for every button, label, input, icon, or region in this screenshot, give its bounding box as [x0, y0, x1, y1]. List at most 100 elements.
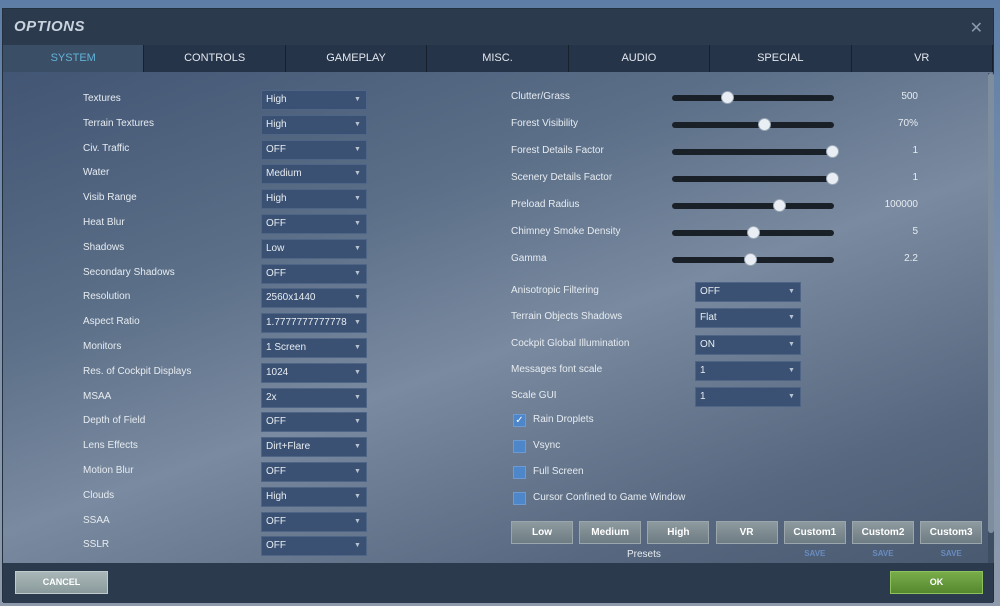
dropdown[interactable]: OFF ▼ — [261, 412, 367, 433]
cancel-button[interactable]: CANCEL — [15, 571, 108, 594]
preset-custom3-button[interactable]: Custom3 — [920, 521, 983, 544]
save-custom2-link[interactable]: SAVE — [872, 549, 894, 558]
tab-misc[interactable]: MISC. — [427, 45, 569, 72]
dropdown[interactable]: OFF ▼ — [261, 536, 367, 557]
slider-track[interactable] — [672, 118, 834, 131]
dropdown[interactable]: High ▼ — [261, 90, 367, 110]
setting-row: Shadows Low ▼ — [83, 238, 368, 259]
setting-row: Cockpit Global Illumination ON ▼ — [511, 334, 801, 355]
setting-label: Secondary Shadows — [83, 266, 175, 278]
checkbox-label: Rain Droplets — [533, 414, 594, 425]
checkbox[interactable] — [513, 492, 526, 505]
dropdown[interactable]: 2560x1440 ▼ — [261, 288, 367, 309]
setting-label: Terrain Textures — [83, 117, 154, 129]
slider-row: Gamma 2.2 — [511, 250, 921, 270]
title-bar: OPTIONS ✕ — [3, 9, 993, 45]
save-custom1-link[interactable]: SAVE — [804, 549, 826, 558]
dropdown-value: OFF — [266, 540, 286, 552]
dropdown[interactable]: 1 Screen ▼ — [261, 338, 367, 358]
dropdown[interactable]: OFF ▼ — [261, 214, 367, 234]
close-icon[interactable]: ✕ — [969, 20, 983, 37]
tab-controls[interactable]: CONTROLS — [144, 45, 286, 72]
slider-label: Scenery Details Factor — [511, 172, 613, 183]
checkbox[interactable] — [513, 440, 526, 453]
dropdown[interactable]: 1024 ▼ — [261, 362, 367, 383]
setting-label: Shadows — [83, 241, 125, 253]
chevron-down-icon: ▼ — [354, 368, 361, 376]
dropdown[interactable]: High ▼ — [261, 114, 367, 135]
dropdown[interactable]: OFF ▼ — [261, 139, 367, 160]
slider-value: 1 — [912, 172, 918, 183]
dropdown[interactable]: High ▼ — [261, 189, 367, 210]
slider-track[interactable] — [672, 145, 840, 158]
setting-row: Depth of Field OFF ▼ — [83, 412, 368, 433]
setting-label: SSLR — [83, 539, 110, 551]
tab-audio[interactable]: AUDIO — [569, 45, 711, 72]
dropdown[interactable]: 2x ▼ — [261, 387, 367, 408]
dropdown[interactable]: OFF ▼ — [261, 462, 367, 482]
ok-button[interactable]: OK — [890, 571, 983, 594]
slider-track[interactable] — [672, 172, 840, 185]
chevron-down-icon: ▼ — [354, 418, 361, 426]
dropdown[interactable]: Medium ▼ — [261, 164, 367, 185]
slider-handle[interactable] — [721, 91, 735, 104]
checkbox-label: Vsync — [533, 440, 561, 451]
scrollbar-thumb[interactable] — [988, 73, 994, 533]
setting-row: Lens Effects Dirt+Flare ▼ — [83, 437, 368, 458]
slider-handle[interactable] — [826, 172, 840, 185]
dropdown-value: High — [266, 490, 287, 502]
slider-value: 500 — [901, 91, 918, 102]
setting-row: Monitors 1 Screen ▼ — [83, 338, 368, 358]
slider-handle[interactable] — [743, 253, 757, 266]
dropdown[interactable]: Dirt+Flare ▼ — [261, 437, 367, 458]
dropdown-value: OFF — [266, 143, 286, 155]
window-title: OPTIONS — [14, 18, 86, 35]
tab-gameplay[interactable]: GAMEPLAY — [286, 45, 428, 72]
chevron-down-icon: ▼ — [354, 492, 361, 500]
dropdown[interactable]: OFF ▼ — [695, 282, 801, 302]
dropdown[interactable]: 1 ▼ — [695, 360, 801, 381]
dropdown[interactable]: OFF ▼ — [261, 263, 367, 284]
dropdown[interactable]: OFF ▼ — [261, 511, 367, 532]
dropdown[interactable]: ON ▼ — [695, 334, 801, 355]
tab-special[interactable]: SPECIAL — [710, 45, 852, 72]
checkbox[interactable] — [513, 466, 526, 479]
slider-track[interactable] — [672, 226, 834, 239]
slider-row: Clutter/Grass 500 — [511, 88, 921, 108]
tab-vr[interactable]: VR — [852, 45, 993, 72]
preset-custom2-button[interactable]: Custom2 — [852, 521, 914, 544]
checkbox-label: Full Screen — [533, 466, 584, 477]
slider-track[interactable] — [672, 91, 834, 104]
scrollbar[interactable] — [988, 73, 994, 563]
slider-label: Preload Radius — [511, 199, 580, 210]
setting-label: SSAA — [83, 514, 110, 526]
dropdown[interactable]: High ▼ — [261, 486, 367, 507]
slider-handle[interactable] — [747, 226, 760, 239]
slider-handle[interactable] — [826, 145, 840, 158]
options-window: OPTIONS ✕ SYSTEM CONTROLS GAMEPLAY MISC. AUD… — [2, 8, 994, 603]
tab-system[interactable]: SYSTEM — [3, 45, 145, 72]
preset-medium-button[interactable]: Medium — [579, 521, 642, 544]
preset-vr-button[interactable]: VR — [715, 521, 778, 544]
slider-track[interactable] — [672, 253, 834, 266]
preset-custom1-button[interactable]: Custom1 — [783, 521, 846, 544]
slider-track[interactable] — [672, 199, 834, 212]
dropdown[interactable]: 1 ▼ — [695, 387, 801, 408]
dropdown[interactable]: 1.7777777777778 ▼ — [261, 313, 367, 334]
chevron-down-icon: ▼ — [354, 170, 361, 178]
preset-low-button[interactable]: Low — [511, 521, 573, 544]
save-custom3-link[interactable]: SAVE — [940, 549, 962, 558]
slider-value: 2.2 — [904, 253, 918, 264]
slider-handle[interactable] — [758, 118, 772, 131]
setting-label: Civ. Traffic — [83, 142, 130, 154]
setting-row: Textures High ▼ — [83, 90, 368, 110]
checkbox[interactable]: ✓ — [513, 414, 526, 427]
dropdown[interactable]: Low ▼ — [261, 238, 367, 259]
preset-high-button[interactable]: High — [647, 521, 710, 544]
setting-row: SSAA OFF ▼ — [83, 511, 368, 532]
dropdown[interactable]: Flat ▼ — [695, 308, 801, 329]
setting-row: SSLR OFF ▼ — [83, 536, 368, 557]
slider-handle[interactable] — [772, 199, 786, 212]
setting-row: Resolution 2560x1440 ▼ — [83, 288, 368, 309]
dropdown-value: 1 — [700, 364, 706, 376]
